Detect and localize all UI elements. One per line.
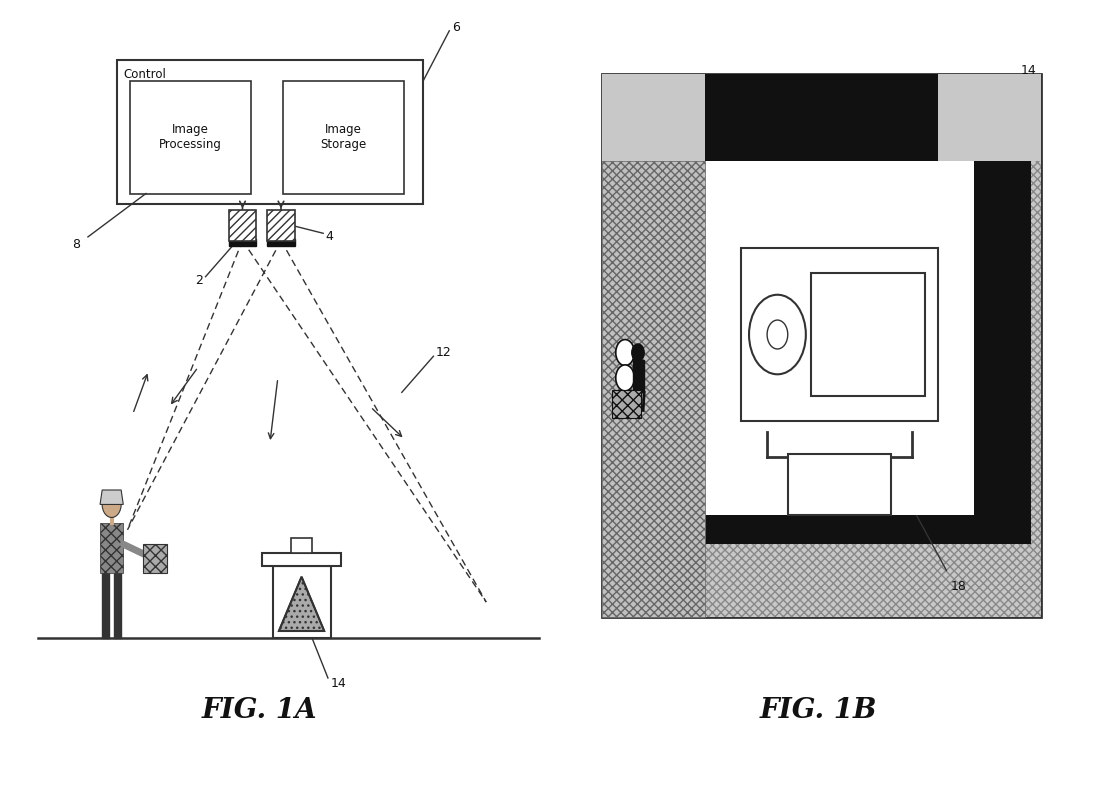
Polygon shape — [100, 490, 123, 505]
Text: 12: 12 — [436, 346, 452, 359]
Text: 18: 18 — [951, 580, 966, 593]
Bar — [602, 74, 706, 161]
Bar — [811, 273, 924, 396]
Circle shape — [615, 340, 634, 365]
Bar — [741, 248, 937, 421]
Text: 4: 4 — [325, 230, 334, 244]
Bar — [706, 161, 767, 544]
Bar — [262, 553, 341, 566]
Text: FIG. 1B: FIG. 1B — [761, 697, 877, 724]
Circle shape — [632, 344, 644, 362]
Text: 6: 6 — [452, 20, 459, 34]
Bar — [602, 74, 1041, 616]
Bar — [100, 523, 123, 573]
Bar — [229, 239, 256, 246]
Bar — [706, 516, 1031, 544]
Text: 8: 8 — [73, 237, 80, 251]
Bar — [229, 210, 256, 241]
Text: Image
Storage: Image Storage — [321, 123, 367, 152]
Bar — [602, 74, 1041, 616]
Circle shape — [750, 295, 806, 374]
Text: Image
Processing: Image Processing — [159, 123, 222, 152]
Bar — [706, 161, 974, 516]
Circle shape — [102, 491, 121, 517]
Bar — [602, 161, 706, 616]
Bar — [116, 60, 423, 204]
Bar — [284, 82, 404, 193]
Bar — [143, 544, 167, 573]
Bar — [267, 239, 295, 246]
Bar — [937, 74, 1041, 161]
Bar — [602, 74, 1041, 161]
Text: 14: 14 — [331, 677, 346, 689]
Bar — [788, 454, 891, 516]
Bar — [130, 82, 252, 193]
Bar — [291, 538, 312, 553]
Text: 14: 14 — [1020, 64, 1036, 77]
Circle shape — [615, 365, 634, 391]
Circle shape — [767, 320, 788, 349]
Text: FIG. 1A: FIG. 1A — [201, 697, 318, 724]
Polygon shape — [279, 577, 324, 631]
Bar — [273, 566, 331, 638]
Bar — [267, 210, 295, 241]
Text: Control: Control — [123, 68, 166, 82]
Text: 2: 2 — [195, 274, 203, 287]
Bar — [633, 360, 644, 392]
Bar — [612, 390, 641, 417]
Bar — [964, 161, 1031, 544]
